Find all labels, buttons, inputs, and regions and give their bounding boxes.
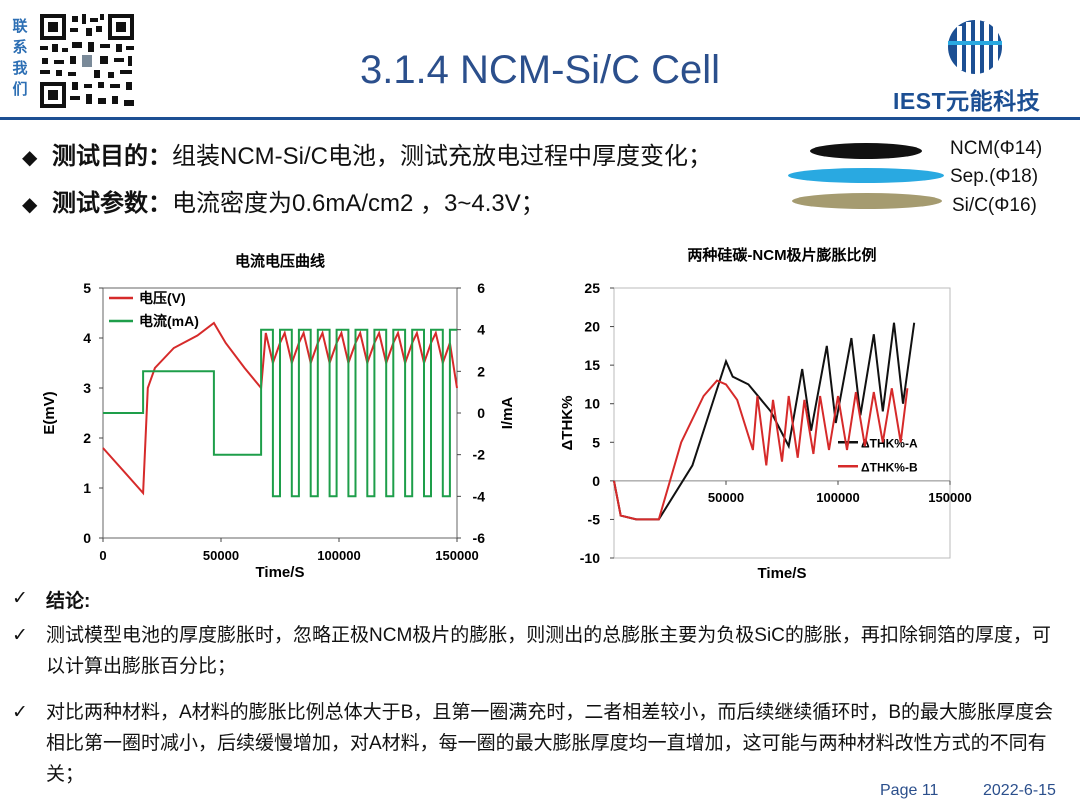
- y-axis-label: ΔTHK%: [559, 396, 576, 451]
- x-tick-label: 100000: [317, 548, 360, 563]
- legend-label: ΔTHK%-B: [861, 460, 918, 474]
- y-tick-label: 0: [592, 473, 600, 489]
- plot-frame: [613, 287, 951, 559]
- conclusion-point-1: 测试模型电池的厚度膨胀时，忽略正极NCM极片的膨胀，则测出的总膨胀主要为负极Si…: [46, 625, 1051, 677]
- x-axis-label: Time/S: [256, 564, 305, 581]
- y2-tick-label: 6: [477, 280, 485, 296]
- qr-code-icon: [38, 12, 136, 110]
- check-icon: ✓: [12, 702, 28, 723]
- chart-title: 电流电压曲线: [235, 252, 325, 270]
- separator-disc: [788, 168, 944, 183]
- contact-char: 们: [12, 81, 28, 98]
- material-label-ncm: NCM(Φ14): [950, 138, 1043, 159]
- voltage-current-chart: 电流电压曲线 0 1 2 3 4 5 -6 -4 -2 0 2 4 6 0 50000 100000 150000…: [41, 252, 516, 581]
- y-tick-label: 0: [83, 530, 91, 546]
- y-tick-label: 5: [83, 280, 91, 296]
- y-tick-label: 25: [584, 280, 600, 296]
- series-line-1: [613, 379, 909, 521]
- page-number: Page 11: [880, 782, 939, 799]
- contact-us-label: 联 系 我 们: [8, 16, 32, 100]
- x-tick-label: 100000: [816, 490, 859, 505]
- contact-char: 联: [12, 18, 28, 35]
- y-tick-label: -10: [580, 550, 600, 566]
- x-axis-label: Time/S: [758, 565, 807, 582]
- x-tick-label: 150000: [928, 490, 971, 505]
- ncm-electrode-disc: [810, 143, 922, 159]
- y2-axis-label: I/mA: [499, 397, 516, 430]
- footer-date: 2022-6-15: [983, 782, 1056, 799]
- bullet-text: 电流密度为0.6mA/cm2 ，3~4.3V；: [172, 190, 545, 217]
- thickness-expansion-chart: 两种硅碳-NCM极片膨胀比例 -10 -5 0 5 10 15 20 25 50000 100000…: [559, 246, 972, 582]
- series-line-1: [103, 328, 457, 498]
- check-icon: ✓: [12, 588, 28, 609]
- diamond-bullet-icon: ◆: [22, 147, 38, 169]
- conclusion-label: 结论:: [46, 591, 91, 612]
- y-tick-label: 3: [83, 380, 91, 396]
- legend-label: ΔTHK%-A: [861, 436, 918, 450]
- contact-char: 系: [12, 39, 28, 56]
- x-tick-label: 50000: [708, 490, 744, 505]
- bullet-label: 测试目的：: [52, 143, 172, 170]
- y2-tick-label: -4: [473, 488, 486, 504]
- legend-label: 电压(V): [139, 290, 186, 306]
- x-tick-label: 150000: [435, 548, 478, 563]
- logo-text: IEST元能科技: [893, 88, 1041, 114]
- y-tick-label: 5: [592, 434, 600, 450]
- bullet-text: 组装NCM-Si/C电池，测试充放电过程中厚度变化；: [172, 143, 712, 170]
- y-tick-label: 15: [584, 357, 600, 373]
- y-tick-label: 10: [584, 396, 600, 412]
- y2-tick-label: -2: [473, 447, 486, 463]
- material-label-sic: Si/C(Φ16): [952, 195, 1037, 216]
- material-label-separator: Sep.(Φ18): [950, 166, 1039, 187]
- y2-tick-label: 4: [477, 322, 485, 338]
- y2-tick-label: -6: [473, 530, 486, 546]
- y-tick-label: 2: [83, 430, 91, 446]
- bullet-parameters: ◆ 测试参数：电流密度为0.6mA/cm2 ，3~4.3V；: [22, 183, 545, 218]
- y-tick-label: 4: [83, 330, 91, 346]
- chart-title: 两种硅碳-NCM极片膨胀比例: [687, 246, 876, 264]
- check-icon: ✓: [12, 625, 28, 646]
- x-tick-label: 50000: [203, 548, 239, 563]
- conclusion-point-2: 对比两种材料，A材料的膨胀比例总体大于B，且第一圈满充时，二者相差较小，而后续继…: [46, 702, 1054, 785]
- y2-tick-label: 2: [477, 363, 485, 379]
- header-divider: [0, 117, 1080, 120]
- legend-label: 电流(mA): [139, 313, 199, 329]
- contact-char: 我: [12, 60, 28, 77]
- diamond-bullet-icon: ◆: [22, 194, 38, 216]
- bullet-label: 测试参数：: [52, 190, 172, 217]
- series-line-0: [613, 322, 916, 521]
- x-tick-label: 0: [99, 548, 106, 563]
- y-tick-label: 1: [83, 480, 91, 496]
- page-title: 3.1.4 NCM-Si/C Cell: [359, 48, 721, 92]
- y-axis-label: E(mV): [41, 391, 58, 434]
- y2-tick-label: 0: [477, 405, 485, 421]
- y-tick-label: -5: [588, 511, 601, 527]
- y-tick-label: 20: [584, 319, 600, 335]
- sic-electrode-disc: [792, 193, 942, 209]
- iest-logo-icon: [948, 20, 1002, 76]
- bullet-purpose: ◆ 测试目的：组装NCM-Si/C电池，测试充放电过程中厚度变化；: [22, 136, 712, 171]
